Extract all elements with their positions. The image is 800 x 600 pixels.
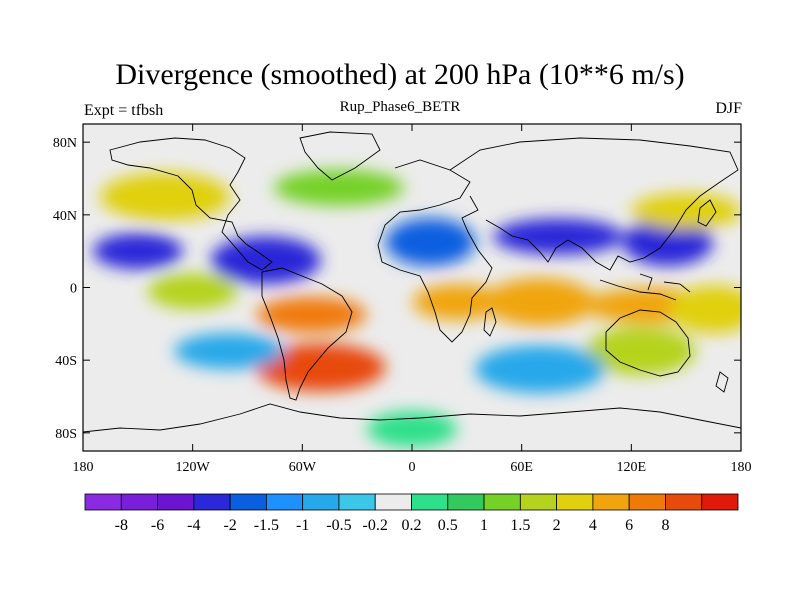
coastline-australia (605, 309, 691, 377)
colorbar-label-4: -1.5 (254, 517, 279, 534)
coastline-madagascar (483, 307, 497, 337)
field-feature-17 (474, 345, 605, 394)
y-tick-label-2: 0 (70, 282, 77, 297)
field-feature-10 (631, 193, 741, 230)
colorbar-label-3: -2 (223, 517, 236, 534)
colorbar-swatch-9 (411, 493, 449, 511)
colorbar-swatch-10 (447, 493, 485, 511)
experiment-label: Expt = tfbsh (84, 102, 164, 119)
coastline-indonesia (599, 273, 691, 301)
y-tick-label-3: 40S (55, 354, 77, 369)
field-feature-2 (493, 218, 624, 255)
colorbar-label-8: 0.2 (402, 517, 422, 534)
y-tick-label-1: 40N (53, 209, 77, 224)
coastline-new-zealand (715, 371, 729, 393)
field-feature-5 (255, 343, 386, 392)
field-feature-11 (100, 172, 231, 221)
x-tick-label-4: 60E (510, 460, 533, 475)
colorbar-label-14: 6 (625, 517, 633, 534)
field-feature-4 (256, 296, 367, 333)
field-feature-15 (385, 218, 476, 267)
colorbar-swatch-5 (265, 493, 304, 511)
colorbar-swatch-4 (229, 493, 267, 511)
x-tick-label-3: 0 (409, 460, 416, 475)
colorbar-swatch-2 (157, 493, 195, 511)
colorbar-label-11: 1.5 (510, 517, 530, 534)
colorbar-label-6: -0.5 (326, 517, 351, 534)
coastline-south-america (261, 267, 353, 401)
colorbar-label-2: -4 (187, 517, 200, 534)
x-tick-label-5: 120E (617, 460, 647, 475)
y-tick-label-4: 80S (55, 427, 77, 442)
field-feature-18 (367, 411, 457, 448)
colorbar-swatch-6 (302, 493, 340, 511)
colorbar-swatch-1 (120, 493, 158, 511)
colorbar-swatch-13 (556, 493, 594, 511)
colorbar-swatch-11 (483, 493, 521, 511)
colorbar-swatch-14 (592, 493, 630, 511)
colorbar-label-0: -8 (115, 517, 128, 534)
colorbar-label-5: -1 (296, 517, 309, 534)
colorbar-swatch-0 (84, 493, 122, 511)
run-name-label: Rup_Phase6_BETR (339, 99, 461, 115)
colorbar-swatch-15 (628, 493, 666, 511)
colorbar-swatch-12 (519, 493, 558, 511)
coastline-north-america (109, 137, 273, 271)
divergence-field (83, 124, 741, 451)
colorbar-label-10: 1 (480, 517, 488, 534)
colorbar-swatch-17 (701, 493, 739, 511)
coastline-greenland (299, 131, 381, 181)
y-tick-label-0: 80N (53, 136, 77, 151)
coastline-antarctica (83, 403, 741, 433)
x-tick-label-6: 180 (731, 460, 752, 475)
season-label: DJF (715, 100, 742, 117)
field-feature-6 (412, 284, 503, 321)
field-feature-12 (147, 273, 238, 310)
field-feature-3 (622, 218, 713, 267)
chart-title: Divergence (smoothed) at 200 hPa (10**6 … (115, 58, 685, 91)
colorbar-label-13: 4 (589, 517, 597, 534)
field-feature-13 (585, 327, 696, 376)
x-tick-label-0: 180 (73, 460, 94, 475)
coastline-japan (697, 199, 717, 227)
field-feature-16 (174, 333, 285, 370)
field-feature-9 (668, 285, 741, 334)
field-feature-14 (273, 169, 404, 206)
x-tick-label-1: 120W (176, 460, 211, 475)
x-tick-label-2: 60W (289, 460, 317, 475)
colorbar-label-9: 0.5 (438, 517, 458, 534)
colorbar-swatch-3 (193, 493, 231, 511)
colorbar-swatch-7 (338, 493, 376, 511)
field-feature-7 (484, 278, 595, 327)
colorbar-swatch-16 (665, 493, 703, 511)
colorbar-label-12: 2 (553, 517, 561, 534)
axis-ticks: 180 120W 60W 0 60E 120E 180 80N 40N 0 40S 80S (53, 124, 752, 475)
colorbar-swatch-8 (374, 493, 412, 511)
coastline-asia (449, 137, 739, 271)
field-feature-0 (92, 233, 183, 270)
coastlines (83, 131, 741, 433)
colorbar: -8 -6 -4 -2 -1.5 -1 -0.5 -0.2 0.2 0.5 1 1.5 2 4 6 8 (84, 493, 739, 534)
colorbar-label-7: -0.2 (363, 517, 388, 534)
colorbar-label-1: -6 (151, 517, 164, 534)
coastline-europe-africa (377, 159, 493, 343)
colorbar-label-15: 8 (661, 517, 669, 534)
